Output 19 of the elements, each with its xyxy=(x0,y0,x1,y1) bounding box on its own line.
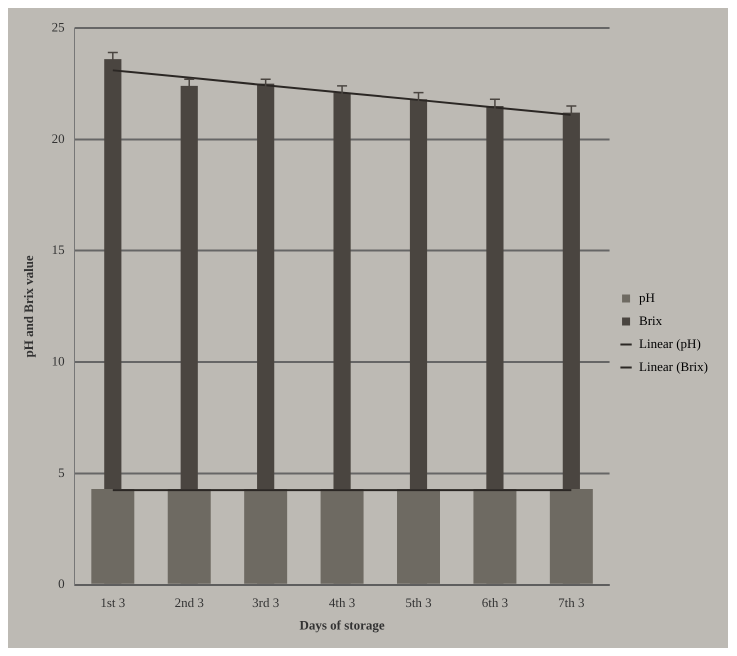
y-tick-label: 15 xyxy=(52,242,65,258)
legend-label: pH xyxy=(639,290,655,305)
x-tick-label: 2nd 3 xyxy=(174,595,204,610)
y-axis-title: pH and Brix value xyxy=(21,255,36,358)
y-tick-label: 0 xyxy=(58,576,65,592)
y-tick-label: 20 xyxy=(52,130,65,146)
x-tick-label: 6th 3 xyxy=(482,595,508,610)
x-tick-label: 7th 3 xyxy=(558,595,585,610)
y-tick-label: 10 xyxy=(52,354,65,368)
x-axis-title: Days of storage xyxy=(299,618,385,633)
legend-label: Linear (Brix) xyxy=(639,358,708,374)
x-tick-label: 4th 3 xyxy=(328,595,356,610)
x-tick-label: 1st 3 xyxy=(100,595,126,610)
legend-label: Brix xyxy=(639,312,663,328)
y-tick-label: 5 xyxy=(58,464,65,480)
x-tick-label: 3rd 3 xyxy=(252,595,280,610)
y-tick-label: 25 xyxy=(52,19,65,34)
legend-label: Linear (pH) xyxy=(639,336,701,351)
x-tick-label: 5th 3 xyxy=(405,595,432,610)
